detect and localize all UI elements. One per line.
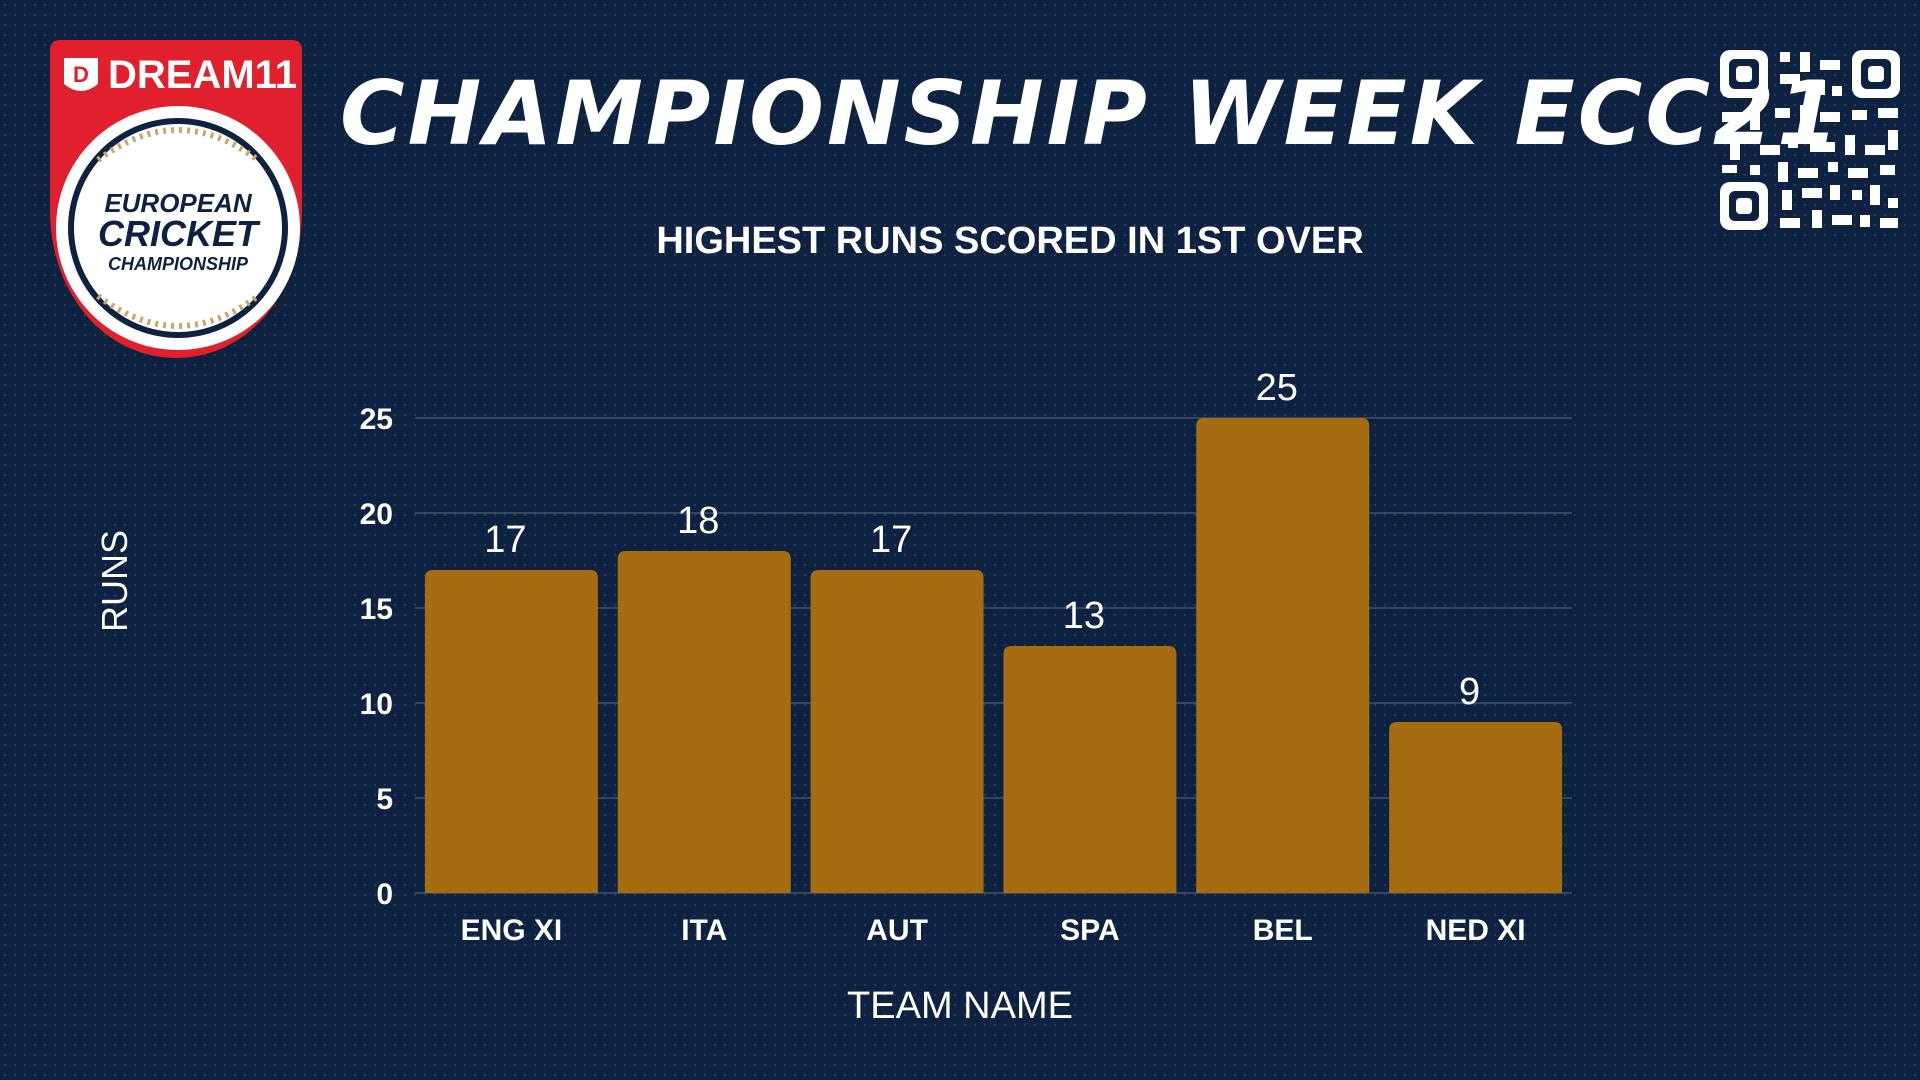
x-tick-label: AUT bbox=[866, 914, 928, 947]
y-axis-label: RUNS bbox=[94, 530, 135, 633]
bar bbox=[1003, 646, 1177, 893]
bar-value-label: 18 bbox=[677, 500, 719, 542]
page-title: CHAMPIONSHIP WEEK ECC21 bbox=[340, 62, 1842, 165]
bar bbox=[810, 570, 984, 893]
y-tick-label: 15 bbox=[360, 593, 393, 626]
qr-code-icon bbox=[1720, 50, 1900, 230]
bar bbox=[1196, 418, 1370, 893]
logo-brand-text: DREAM11 bbox=[108, 53, 297, 97]
logo-line-championship: CHAMPIONSHIP bbox=[108, 254, 249, 274]
x-tick-label: NED XI bbox=[1426, 914, 1526, 947]
y-tick-label: 0 bbox=[376, 878, 393, 911]
bar bbox=[617, 551, 791, 893]
bar-value-label: 13 bbox=[1063, 595, 1105, 637]
bar-value-label: 17 bbox=[484, 519, 526, 561]
x-tick-label: SPA bbox=[1060, 914, 1119, 947]
bar bbox=[1389, 722, 1563, 893]
x-tick-label: ENG XI bbox=[461, 914, 563, 947]
logo-line-european: EUROPEAN bbox=[104, 188, 253, 218]
y-tick-label: 20 bbox=[360, 498, 393, 531]
y-tick-label: 25 bbox=[360, 403, 393, 436]
dream11-logo-icon: D DREAM11 EUROPEAN CRICKET CHAMPIONSHIP bbox=[46, 40, 306, 360]
x-axis-label: TEAM NAME bbox=[847, 985, 1073, 1027]
y-tick-label: 5 bbox=[376, 783, 393, 816]
bar-value-label: 9 bbox=[1459, 671, 1480, 713]
x-tick-label: ITA bbox=[681, 914, 727, 947]
bar-value-label: 25 bbox=[1256, 367, 1298, 409]
logo-line-cricket: CRICKET bbox=[98, 213, 261, 254]
y-tick-label: 10 bbox=[360, 688, 393, 721]
x-tick-label: BEL bbox=[1253, 914, 1313, 947]
chart-title: HIGHEST RUNS SCORED IN 1ST OVER bbox=[656, 220, 1364, 262]
bar-value-label: 17 bbox=[870, 519, 912, 561]
dream11-brand-icon: D bbox=[64, 58, 98, 91]
svg-text:D: D bbox=[73, 62, 89, 87]
bar bbox=[424, 570, 598, 893]
